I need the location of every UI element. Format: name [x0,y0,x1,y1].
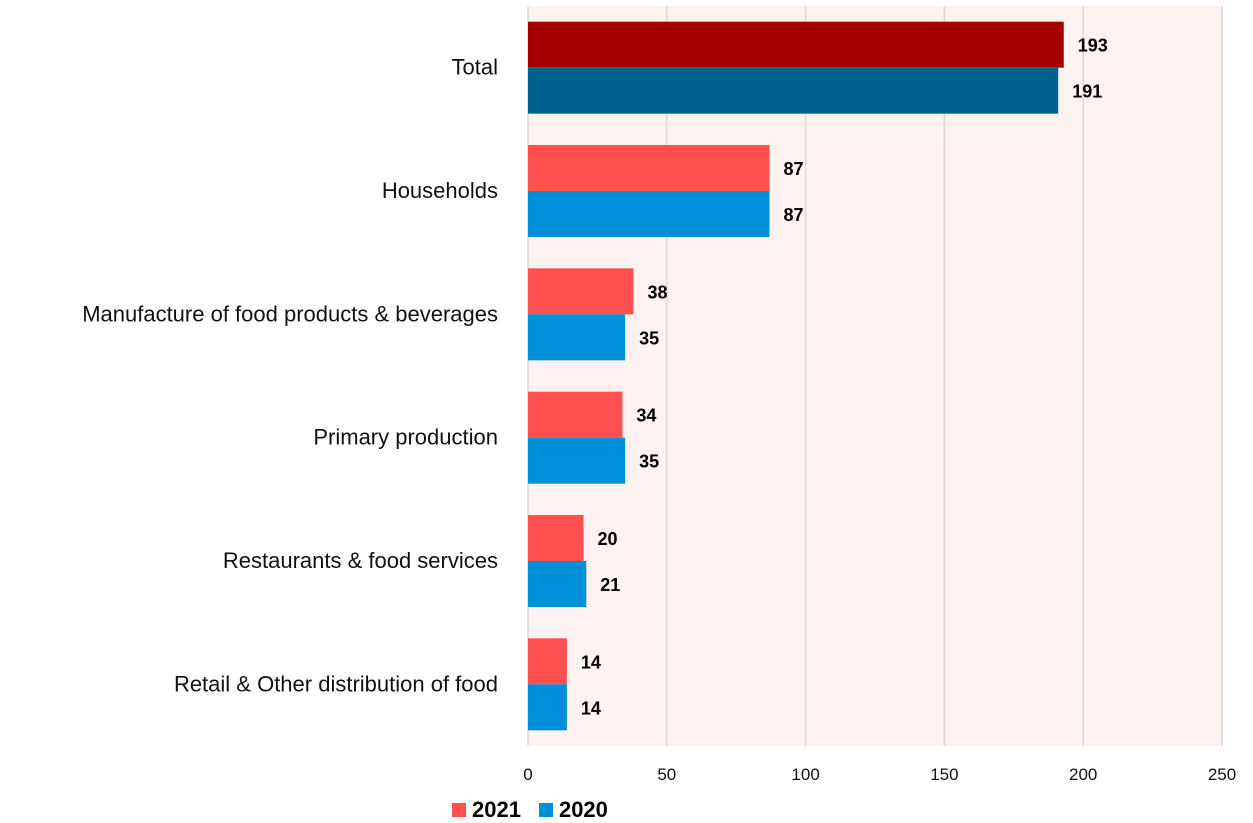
value-label-2021-manufacture-of-food-products-beverages: 38 [647,282,667,302]
plot-area [528,6,1222,746]
value-label-2020-primary-production: 35 [639,452,659,472]
legend-item-2020: 2020 [538,797,608,823]
x-tick-label-200: 200 [1069,765,1097,784]
legend-label-2021: 2021 [472,797,521,822]
category-label-manufacture-of-food-products-beverages: Manufacture of food products & beverages [82,301,498,326]
bar-2021-primary-production [528,391,623,438]
bar-2021-households [528,145,770,191]
value-label-2021-households: 87 [784,159,804,179]
bar-2020-primary-production [528,437,626,484]
category-label-restaurants-food-services: Restaurants & food services [223,548,498,573]
legend-swatch-2021 [452,803,466,817]
legend-label-2020: 2020 [558,797,608,822]
value-label-2021-total: 193 [1078,36,1108,56]
value-label-2020-restaurants-food-services: 21 [600,575,620,595]
bar-2021-restaurants-food-services [528,515,584,561]
bar-2020-total [528,67,1059,114]
x-tick-label-150: 150 [930,765,958,784]
category-label-total: Total [452,55,498,80]
bar-2020-restaurants-food-services [528,561,587,607]
bar-2021-total [528,21,1064,68]
bar-2021-retail-other-distribution-of-food [528,638,567,685]
bar-2021-manufacture-of-food-products-beverages [528,268,634,315]
x-tick-label-250: 250 [1208,765,1236,784]
bar-2020-retail-other-distribution-of-food [528,684,567,731]
value-label-2021-primary-production: 34 [636,406,656,426]
legend: 2021 2020 [452,797,608,823]
value-label-2020-total: 191 [1072,82,1102,102]
category-label-primary-production: Primary production [313,425,498,450]
x-tick-label-0: 0 [523,765,532,784]
bar-2020-manufacture-of-food-products-beverages [528,314,626,361]
legend-item-2021: 2021 [452,797,521,823]
value-label-2020-manufacture-of-food-products-beverages: 35 [639,328,659,348]
value-label-2021-restaurants-food-services: 20 [598,529,618,549]
category-label-households: Households [382,178,498,203]
value-label-2021-retail-other-distribution-of-food: 14 [581,652,601,672]
x-tick-label-50: 50 [657,765,676,784]
value-label-2020-retail-other-distribution-of-food: 14 [581,698,601,718]
category-label-retail-other-distribution-of-food: Retail & Other distribution of food [174,671,498,696]
legend-swatch-2020 [538,803,553,817]
x-tick-label-100: 100 [791,765,819,784]
bar-2020-households [528,191,770,237]
value-label-2020-households: 87 [784,205,804,225]
